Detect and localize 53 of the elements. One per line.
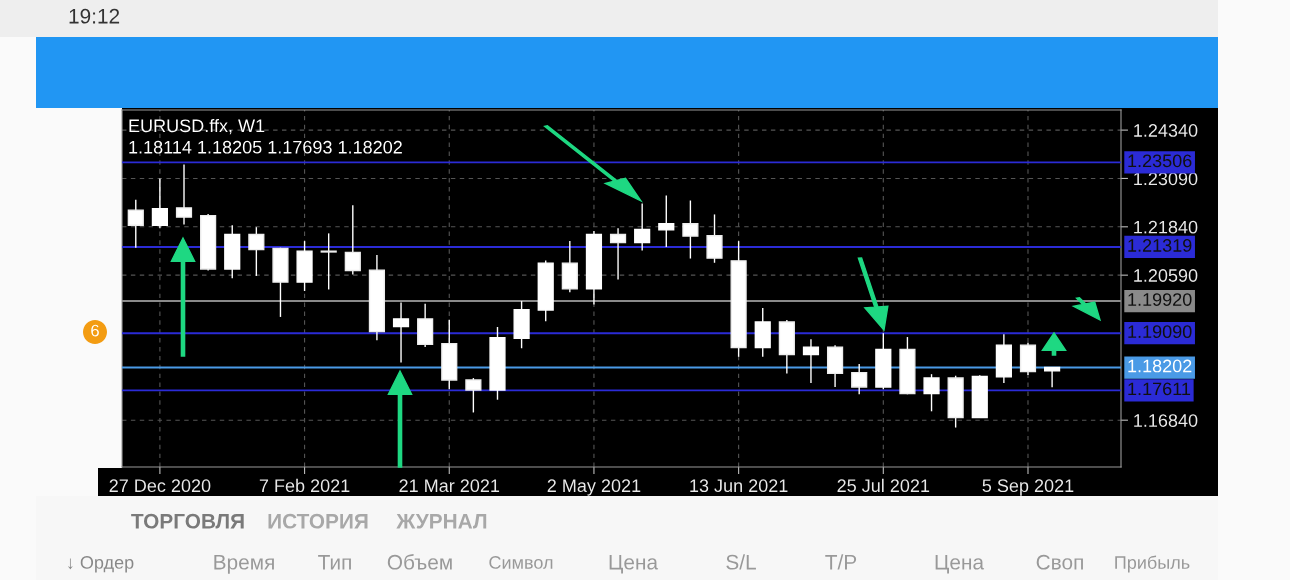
candlestick [609,227,627,281]
text: 6 [91,324,99,337]
ref-line-label: 1.18202 [1128,359,1192,373]
y-tick-label: 1.23090 [1134,172,1198,186]
candlestick [344,204,361,276]
candlestick [1044,366,1061,388]
text: ↓ Ордер [68,556,134,573]
x-tick-label: 27 Dec 2020 [109,479,211,493]
text: 1.18114 1.18205 1.17693 1.18202 [129,140,402,154]
candlestick [465,377,482,414]
candlestick [923,373,940,412]
ref-line-label: 1.17611 [1128,382,1191,396]
candlestick [248,226,265,277]
y-tick-label: 1.21840 [1134,220,1198,234]
x-tick-label: 13 Jun 2021 [690,479,788,493]
candlestick [851,363,868,395]
candlestick [127,199,144,249]
chart-title: EURUSD.ffx, W1 [129,118,265,135]
candlestick [634,202,651,252]
candlestick [658,194,675,248]
text: Объем [387,554,452,570]
ref-line-label: 1.19920 [1128,293,1192,306]
text: ТОРГОВЛЯ [131,513,244,529]
x-tick-label: 7 Feb 2021 [259,478,350,493]
candlestick [392,301,410,364]
candlestick [320,232,337,291]
text: Тип [318,555,351,570]
text: Своп [1036,554,1083,570]
x-tick-label: 2 May 2021 [547,479,641,496]
text: Время [214,555,274,574]
candlestick [802,338,820,384]
text: Прибыль [1115,555,1190,573]
candlestick [682,199,699,260]
text: Цена [609,555,659,574]
text: Символ [489,556,553,569]
ref-line-label: 1.23506 [1128,154,1192,168]
x-tick-label: 21 Mar 2021 [399,479,500,493]
ref-line-label: 1.21319 [1128,239,1192,252]
x-tick-label: 5 Sep 2021 [982,479,1074,496]
text: S/L [726,554,756,570]
y-tick-label: 1.20590 [1134,269,1198,282]
x-tick-label: 25 Jul 2021 [837,478,930,493]
candlestick [175,163,193,226]
candlestick [706,213,723,264]
text: ЖУРНАЛ [396,514,487,529]
text: 19:12 [69,8,120,24]
y-tick-label: 1.16840 [1134,414,1198,427]
y-tick-label: 1.24340 [1134,124,1198,137]
text: Цена [935,555,985,574]
ref-line-label: 1.19090 [1128,325,1192,339]
text: T/P [825,554,857,570]
candlestick [151,177,168,230]
text: ИСТОРИЯ [268,513,368,529]
